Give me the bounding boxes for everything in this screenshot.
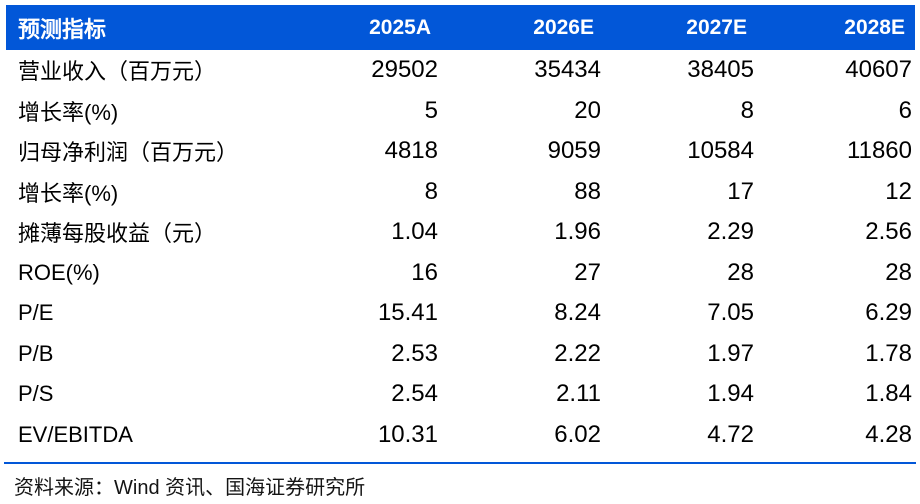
row-value: 20 xyxy=(574,96,601,124)
row-value: 8 xyxy=(424,177,438,205)
row-value: 1.94 xyxy=(707,380,754,408)
row-value: 8 xyxy=(740,96,754,124)
row-value: 2.53 xyxy=(391,339,438,367)
table-body: 营业收入（百万元） 29502 35434 38405 40607 增长率(%) 5 20 8 6… xyxy=(6,50,915,455)
table-row: 营业收入（百万元） 29502 35434 38405 40607 xyxy=(6,50,915,91)
row-value: 8.24 xyxy=(554,299,601,327)
row-label: 摊薄每股收益（元） xyxy=(18,221,217,247)
row-label: 增长率(%) xyxy=(18,180,119,206)
table-row: P/E 15.41 8.24 7.05 6.29 xyxy=(6,293,915,334)
table-row: EV/EBITDA 10.31 6.02 4.72 4.28 xyxy=(6,414,915,455)
row-value: 28 xyxy=(727,258,754,286)
table-bottom-rule xyxy=(4,462,916,464)
header-year-2026e: 2026E xyxy=(533,15,594,39)
row-label: 营业收入（百万元） xyxy=(18,59,217,85)
row-value: 1.84 xyxy=(865,380,912,408)
row-value: 2.11 xyxy=(556,380,601,408)
row-value: 12 xyxy=(885,177,912,205)
table-row: 摊薄每股收益（元） 1.04 1.96 2.29 2.56 xyxy=(6,212,915,253)
row-value: 15.41 xyxy=(377,299,438,327)
row-label: P/B xyxy=(18,340,54,366)
row-value: 38405 xyxy=(687,56,754,84)
table-row: 增长率(%) 5 20 8 6 xyxy=(6,90,915,131)
row-label: ROE(%) xyxy=(18,259,100,285)
table-row: P/S 2.54 2.11 1.94 1.84 xyxy=(6,374,915,415)
row-label: EV/EBITDA xyxy=(18,421,133,447)
row-value: 2.29 xyxy=(707,218,754,246)
row-label: 归母净利润（百万元） xyxy=(18,140,239,166)
table-row: 增长率(%) 8 88 17 12 xyxy=(6,171,915,212)
row-value: 4818 xyxy=(384,137,438,165)
header-year-2027e: 2027E xyxy=(686,15,747,39)
row-value: 1.96 xyxy=(554,218,601,246)
row-value: 10.31 xyxy=(377,420,438,448)
row-value: 6.29 xyxy=(865,299,912,327)
forecast-table: 预测指标 2025A 2026E 2027E 2028E 营业收入（百万元） 29… xyxy=(6,5,915,455)
row-value: 29502 xyxy=(371,56,438,84)
row-value: 88 xyxy=(574,177,601,205)
row-label: 增长率(%) xyxy=(18,99,119,125)
row-value: 2.22 xyxy=(554,339,601,367)
row-value: 1.04 xyxy=(391,218,438,246)
row-value: 10584 xyxy=(687,137,754,165)
row-value: 1.78 xyxy=(865,339,912,367)
header-year-2028e: 2028E xyxy=(844,15,905,39)
row-value: 6.02 xyxy=(554,420,601,448)
source-note: 资料来源：Wind 资讯、国海证券研究所 xyxy=(14,477,366,499)
row-value: 2.54 xyxy=(391,380,438,408)
table-row: 归母净利润（百万元） 4818 9059 10584 11860 xyxy=(6,131,915,172)
row-value: 6 xyxy=(898,96,912,124)
row-value: 11860 xyxy=(847,137,912,165)
table-header-row: 预测指标 2025A 2026E 2027E 2028E xyxy=(6,5,915,50)
row-value: 35434 xyxy=(534,56,601,84)
row-value: 2.56 xyxy=(865,218,912,246)
table-row: P/B 2.53 2.22 1.97 1.78 xyxy=(6,333,915,374)
row-label: P/E xyxy=(18,300,54,326)
row-value: 16 xyxy=(411,258,438,286)
row-value: 4.28 xyxy=(865,420,912,448)
row-value: 5 xyxy=(424,96,438,124)
row-label: P/S xyxy=(18,381,54,407)
row-value: 17 xyxy=(727,177,754,205)
row-value: 9059 xyxy=(547,137,601,165)
row-value: 28 xyxy=(885,258,912,286)
table-row: ROE(%) 16 27 28 28 xyxy=(6,252,915,293)
row-value: 27 xyxy=(574,258,601,286)
row-value: 7.05 xyxy=(707,299,754,327)
header-metric-label: 预测指标 xyxy=(18,16,107,42)
header-year-2025a: 2025A xyxy=(369,15,431,39)
row-value: 1.97 xyxy=(707,339,754,367)
row-value: 4.72 xyxy=(707,420,754,448)
row-value: 40607 xyxy=(845,56,912,84)
